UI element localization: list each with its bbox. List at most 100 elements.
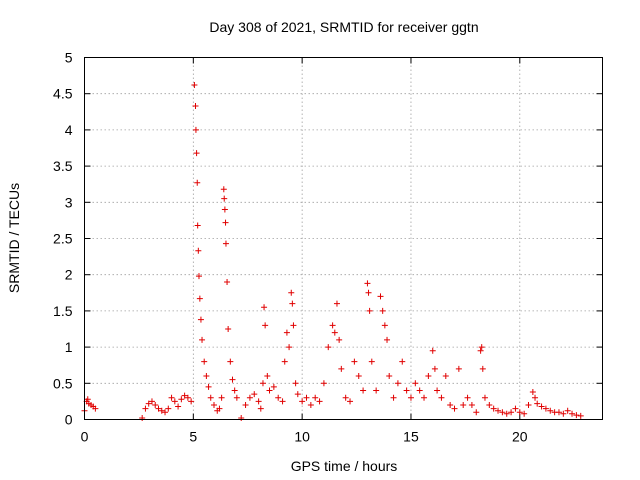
data-point: [442, 373, 449, 380]
data-point: [162, 409, 169, 416]
data-point: [299, 398, 306, 405]
data-point: [508, 409, 515, 416]
data-point: [196, 295, 203, 302]
data-point: [290, 322, 297, 329]
data-point: [503, 410, 510, 417]
data-point: [303, 394, 310, 401]
data-point: [233, 394, 240, 401]
data-point: [307, 402, 314, 409]
data-point: [438, 394, 445, 401]
data-point: [312, 394, 319, 401]
data-point: [320, 380, 327, 387]
data-point: [538, 403, 545, 410]
data-point: [270, 383, 277, 390]
data-point: [165, 405, 172, 412]
data-point: [84, 396, 91, 403]
data-point: [259, 380, 266, 387]
data-point: [152, 402, 159, 409]
data-point: [193, 150, 200, 157]
data-point: [416, 387, 423, 394]
data-point: [347, 398, 354, 405]
data-point: [412, 380, 419, 387]
data-point: [188, 398, 195, 405]
data-point: [139, 415, 146, 422]
data-point: [516, 409, 523, 416]
data-point: [261, 304, 268, 311]
data-point: [499, 409, 506, 416]
axis-ticks: 0 0.5 1 1.5 2 2.5 3 3.5 4 4.5 5 0 5 10 15 20: [53, 50, 603, 445]
data-point: [431, 365, 438, 372]
data-point: [384, 336, 391, 343]
data-points: [81, 82, 584, 422]
data-point: [481, 394, 488, 401]
data-point: [451, 405, 458, 412]
data-point: [195, 273, 202, 280]
data-point: [211, 402, 217, 409]
data-point: [142, 405, 149, 412]
data-point: [477, 347, 484, 354]
data-point: [368, 358, 375, 365]
data-point: [192, 103, 199, 110]
data-point: [229, 376, 236, 383]
data-point: [521, 410, 528, 417]
data-point: [218, 394, 225, 401]
data-point: [338, 365, 345, 372]
data-point: [288, 289, 295, 296]
data-point: [455, 365, 462, 372]
data-point: [222, 219, 229, 226]
data-point: [264, 373, 271, 380]
data-point: [573, 412, 580, 419]
data-point: [255, 398, 262, 405]
data-point: [316, 398, 323, 405]
data-point: [379, 307, 386, 314]
y-tick-label: 4: [65, 122, 73, 138]
x-tick-label: 5: [189, 429, 197, 445]
data-point: [205, 383, 212, 390]
data-point: [429, 347, 436, 354]
data-point: [577, 412, 584, 419]
y-tick-label: 4.5: [53, 86, 73, 102]
y-tick-label: 2: [65, 267, 73, 283]
data-point: [365, 289, 372, 296]
data-point: [251, 391, 258, 398]
data-point: [242, 402, 249, 409]
data-point: [399, 358, 406, 365]
data-point: [148, 398, 155, 405]
data-point: [564, 407, 571, 414]
y-tick-label: 3.5: [53, 158, 73, 174]
data-point: [246, 394, 253, 401]
y-tick-label: 0: [65, 412, 73, 428]
data-point: [495, 407, 502, 414]
data-point: [283, 329, 290, 336]
chart-title: Day 308 of 2021, SRMTID for receiver ggt…: [209, 19, 478, 35]
data-point: [194, 179, 201, 186]
data-point: [542, 405, 549, 412]
data-point: [168, 394, 175, 401]
data-point: [181, 392, 188, 399]
data-point: [403, 387, 410, 394]
data-point: [525, 402, 532, 409]
data-point: [281, 358, 288, 365]
data-point: [381, 322, 388, 329]
x-tick-label: 10: [294, 429, 310, 445]
x-tick-label: 20: [512, 429, 528, 445]
y-tick-label: 3: [65, 194, 73, 210]
data-point: [560, 410, 567, 417]
data-point: [201, 358, 208, 365]
data-point: [407, 394, 414, 401]
data-point: [534, 400, 541, 407]
y-axis-label: SRMTID / TECUs: [6, 183, 22, 293]
data-point: [222, 240, 229, 247]
data-point: [355, 373, 362, 380]
data-point: [171, 398, 178, 405]
data-point: [197, 316, 204, 323]
data-point: [207, 394, 214, 401]
data-point: [225, 326, 232, 332]
data-point: [224, 278, 231, 285]
data-point: [490, 405, 497, 412]
data-point: [512, 405, 519, 412]
data-point: [342, 394, 349, 401]
data-point: [479, 365, 486, 372]
data-point: [486, 402, 493, 409]
data-point: [220, 186, 227, 193]
